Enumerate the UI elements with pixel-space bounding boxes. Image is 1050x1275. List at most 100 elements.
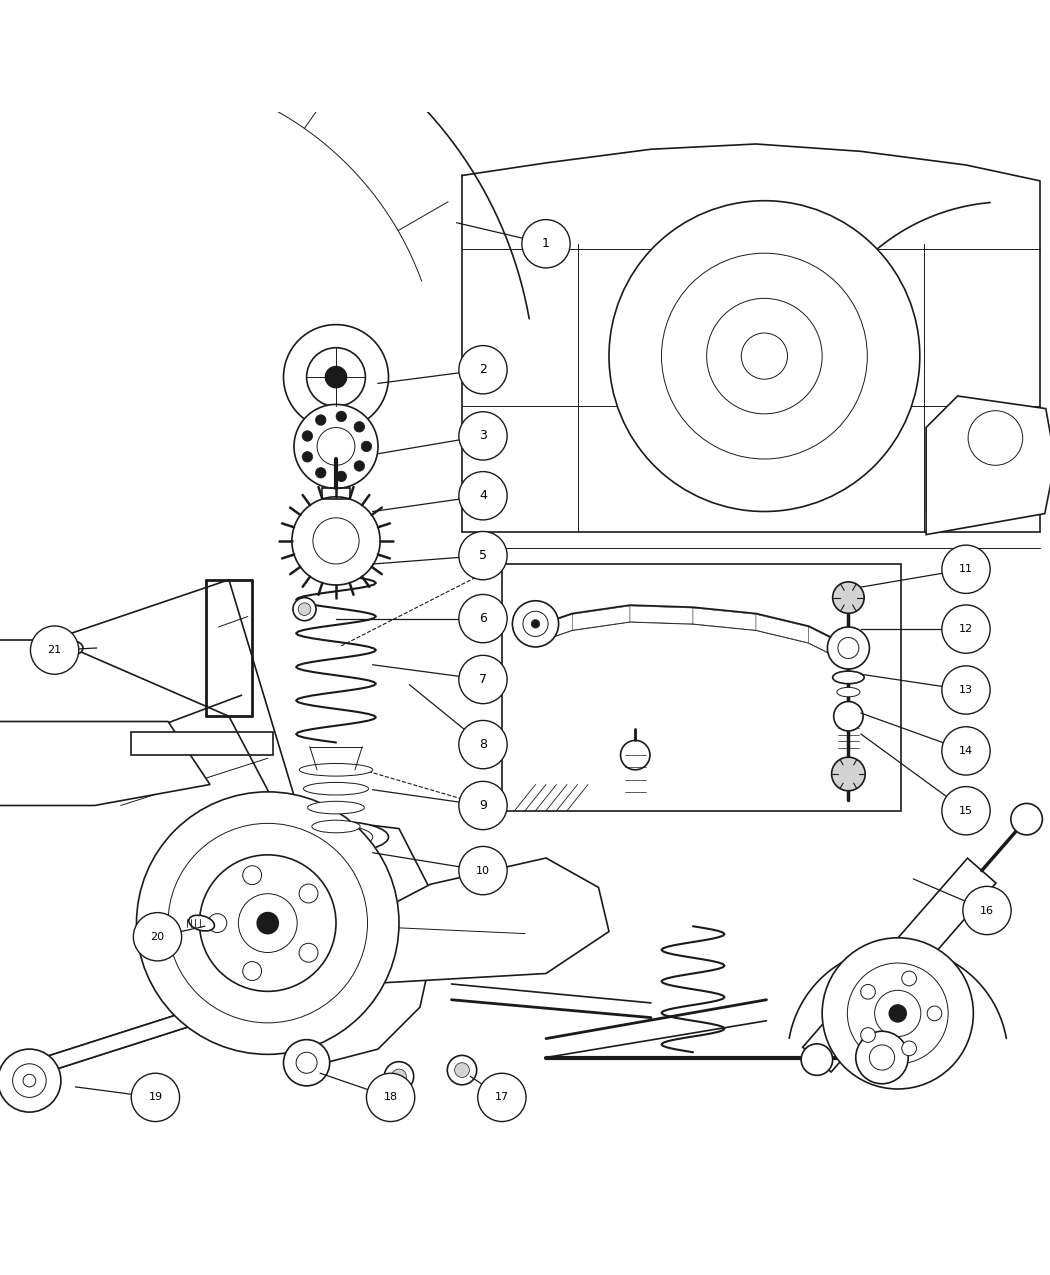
Text: 4: 4 <box>479 490 487 502</box>
Text: 10: 10 <box>476 866 490 876</box>
Ellipse shape <box>837 687 860 697</box>
Text: 15: 15 <box>959 806 973 816</box>
Circle shape <box>354 422 364 432</box>
Circle shape <box>459 655 507 704</box>
Circle shape <box>336 472 346 482</box>
Circle shape <box>302 431 313 441</box>
Circle shape <box>168 824 368 1023</box>
Circle shape <box>299 884 318 903</box>
Circle shape <box>459 847 507 895</box>
Polygon shape <box>178 816 441 1063</box>
Circle shape <box>609 200 920 511</box>
Polygon shape <box>926 397 1050 534</box>
Circle shape <box>847 963 948 1063</box>
Circle shape <box>1011 803 1043 835</box>
Circle shape <box>257 913 278 933</box>
Circle shape <box>136 792 399 1054</box>
Circle shape <box>927 1006 942 1021</box>
Circle shape <box>662 254 867 459</box>
Circle shape <box>284 325 388 430</box>
Polygon shape <box>693 608 756 630</box>
Polygon shape <box>808 627 850 664</box>
Text: 7: 7 <box>479 673 487 686</box>
Circle shape <box>512 601 559 646</box>
Text: 18: 18 <box>383 1093 398 1103</box>
Text: 6: 6 <box>479 612 487 625</box>
Text: 21: 21 <box>47 645 62 655</box>
Circle shape <box>459 720 507 769</box>
Circle shape <box>832 757 865 790</box>
Circle shape <box>384 1062 414 1091</box>
Circle shape <box>447 1056 477 1085</box>
Text: 2: 2 <box>479 363 487 376</box>
Polygon shape <box>326 858 609 986</box>
Circle shape <box>621 741 650 770</box>
Ellipse shape <box>189 915 214 931</box>
Ellipse shape <box>299 764 373 776</box>
Circle shape <box>968 411 1023 465</box>
Circle shape <box>238 894 297 952</box>
Circle shape <box>455 1063 469 1077</box>
Circle shape <box>299 944 318 963</box>
Circle shape <box>902 972 917 986</box>
Circle shape <box>23 1075 36 1086</box>
Circle shape <box>478 1074 526 1122</box>
Circle shape <box>0 1049 61 1112</box>
Text: 17: 17 <box>495 1093 509 1103</box>
Circle shape <box>366 1074 415 1122</box>
Circle shape <box>942 787 990 835</box>
Circle shape <box>284 1039 330 1086</box>
Circle shape <box>942 604 990 653</box>
Ellipse shape <box>308 801 364 813</box>
Circle shape <box>302 451 313 462</box>
Polygon shape <box>756 615 808 643</box>
Circle shape <box>326 367 346 388</box>
Circle shape <box>392 1068 406 1084</box>
Circle shape <box>875 991 921 1037</box>
Circle shape <box>354 460 364 472</box>
Text: 11: 11 <box>959 565 973 574</box>
Circle shape <box>313 518 359 564</box>
Text: 14: 14 <box>959 746 973 756</box>
Circle shape <box>243 866 261 885</box>
Circle shape <box>522 219 570 268</box>
Text: 20: 20 <box>150 932 165 942</box>
Circle shape <box>315 468 326 478</box>
Circle shape <box>889 1005 906 1021</box>
Circle shape <box>293 598 316 621</box>
Circle shape <box>827 627 869 669</box>
Circle shape <box>741 333 788 379</box>
Text: 13: 13 <box>959 685 973 695</box>
Ellipse shape <box>284 821 388 853</box>
Polygon shape <box>502 564 901 811</box>
Circle shape <box>459 594 507 643</box>
Circle shape <box>131 1074 180 1122</box>
Polygon shape <box>0 722 210 806</box>
Text: 12: 12 <box>959 623 973 634</box>
Polygon shape <box>630 606 693 623</box>
Circle shape <box>531 620 540 629</box>
Circle shape <box>801 1044 833 1075</box>
Circle shape <box>459 346 507 394</box>
Text: 5: 5 <box>479 550 487 562</box>
Circle shape <box>315 414 326 426</box>
Text: 19: 19 <box>148 1093 163 1103</box>
Ellipse shape <box>303 783 369 796</box>
Text: 1: 1 <box>542 237 550 250</box>
Circle shape <box>856 1031 908 1084</box>
Circle shape <box>822 938 973 1089</box>
Polygon shape <box>536 615 572 643</box>
Text: 9: 9 <box>479 799 487 812</box>
Circle shape <box>336 411 346 422</box>
Circle shape <box>902 1040 917 1056</box>
Circle shape <box>942 727 990 775</box>
Circle shape <box>317 427 355 465</box>
Circle shape <box>133 913 182 961</box>
Circle shape <box>459 532 507 580</box>
Circle shape <box>869 1046 895 1070</box>
Circle shape <box>942 546 990 593</box>
Circle shape <box>361 441 372 451</box>
Circle shape <box>294 404 378 488</box>
Circle shape <box>834 701 863 731</box>
Circle shape <box>459 782 507 830</box>
